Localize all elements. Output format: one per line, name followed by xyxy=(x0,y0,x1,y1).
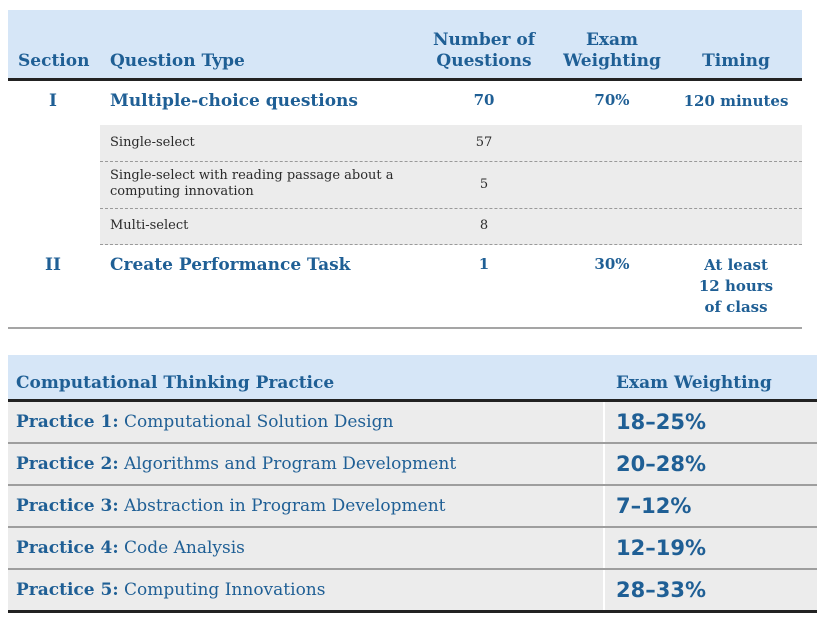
table-row: Practice 1: Computational Solution Desig… xyxy=(8,402,817,444)
header-weighting: Exam Weighting xyxy=(616,373,772,393)
list-item: Single-select 57 xyxy=(100,125,802,162)
header-weighting-line2: Weighting xyxy=(563,51,661,71)
practice-header: Computational Thinking Practice Exam Wei… xyxy=(8,355,817,402)
practice-number: Practice 4: xyxy=(16,538,119,558)
header-timing: Timing xyxy=(702,51,770,71)
practice-label: Practice 3: Abstraction in Program Devel… xyxy=(16,496,446,516)
timing: At least 12 hours of class xyxy=(698,256,774,316)
practice-label: Practice 1: Computational Solution Desig… xyxy=(16,412,393,432)
practice-weighting: 12–19% xyxy=(616,536,706,560)
list-item: Multi-select 8 xyxy=(100,209,802,245)
section-number: I xyxy=(49,91,57,111)
practice-number: Practice 5: xyxy=(16,580,119,600)
practice-weighting: 7–12% xyxy=(616,494,692,518)
subrow-count: 8 xyxy=(479,218,489,233)
header-weighting-line1: Exam xyxy=(585,30,639,50)
subrow-label: Multi-select xyxy=(110,218,189,233)
practice-weighting-table: Computational Thinking Practice Exam Wei… xyxy=(8,355,817,613)
timing: 120 minutes xyxy=(683,92,789,110)
practice-weighting: 28–33% xyxy=(616,578,706,602)
column-divider xyxy=(603,402,605,442)
column-divider xyxy=(603,444,605,484)
section-number: II xyxy=(45,255,61,275)
question-count: 1 xyxy=(478,255,490,273)
table-row: Practice 3: Abstraction in Program Devel… xyxy=(8,486,817,528)
header-number-line2: Questions xyxy=(436,51,532,71)
question-type: Create Performance Task xyxy=(110,255,351,275)
header-number-of-questions: Number of Questions xyxy=(432,30,536,72)
table-row: Practice 2: Algorithms and Program Devel… xyxy=(8,444,817,486)
table-row: Practice 5: Computing Innovations 28–33% xyxy=(8,570,817,613)
header-question-type: Question Type xyxy=(110,51,245,71)
subrow-count: 57 xyxy=(475,135,493,150)
subrow-group: Single-select 57 Single-select with read… xyxy=(100,125,802,245)
table-row: I Multiple-choice questions 70 70% 120 m… xyxy=(8,81,802,125)
practice-number: Practice 3: xyxy=(16,496,119,516)
practice-number: Practice 2: xyxy=(16,454,119,474)
practice-name: Abstraction in Program Development xyxy=(124,496,446,516)
practice-name: Computational Solution Design xyxy=(124,412,394,432)
table-row: II Create Performance Task 1 30% At leas… xyxy=(8,245,802,329)
exam-format-table: Section Question Type Number of Question… xyxy=(8,10,802,329)
practice-label: Practice 4: Code Analysis xyxy=(16,538,245,558)
subrow-label: Single-select xyxy=(110,135,195,150)
column-divider xyxy=(603,486,605,526)
header-section: Section xyxy=(18,51,90,71)
practice-name: Algorithms and Program Development xyxy=(124,454,457,474)
column-divider xyxy=(603,570,605,610)
subrow-count: 5 xyxy=(479,177,489,192)
practice-name: Code Analysis xyxy=(124,538,245,558)
practice-name: Computing Innovations xyxy=(124,580,326,600)
practice-label: Practice 5: Computing Innovations xyxy=(16,580,325,600)
subrow-label: Single-select with reading passage about… xyxy=(110,168,394,199)
table-row: Practice 4: Code Analysis 12–19% xyxy=(8,528,817,570)
practice-weighting: 20–28% xyxy=(616,452,706,476)
exam-weighting: 30% xyxy=(594,255,630,273)
question-type: Multiple-choice questions xyxy=(110,91,358,111)
practice-weighting: 18–25% xyxy=(616,410,706,434)
practice-number: Practice 1: xyxy=(16,412,119,432)
exam-format-header: Section Question Type Number of Question… xyxy=(8,10,802,81)
header-number-line1: Number of xyxy=(432,30,536,50)
header-practice: Computational Thinking Practice xyxy=(16,373,335,393)
exam-weighting: 70% xyxy=(594,91,630,109)
column-divider xyxy=(603,528,605,568)
question-count: 70 xyxy=(473,91,495,109)
header-exam-weighting: Exam Weighting xyxy=(560,30,664,72)
practice-label: Practice 2: Algorithms and Program Devel… xyxy=(16,454,456,474)
list-item: Single-select with reading passage about… xyxy=(100,162,802,209)
